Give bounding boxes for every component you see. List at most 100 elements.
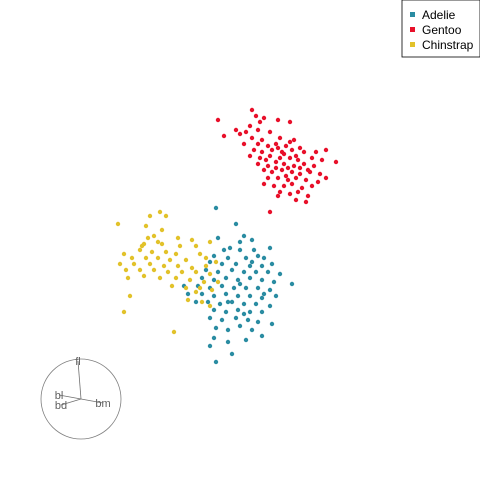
point-chinstrap [209, 287, 215, 293]
point-chinstrap [207, 239, 213, 245]
point-adelie [219, 283, 225, 289]
point-gentoo [247, 123, 253, 129]
point-chinstrap [185, 297, 191, 303]
point-adelie [211, 253, 217, 259]
point-chinstrap [149, 249, 155, 255]
point-chinstrap [197, 251, 203, 257]
point-chinstrap [193, 269, 199, 275]
point-chinstrap [137, 247, 143, 253]
point-gentoo [275, 145, 281, 151]
point-chinstrap [141, 273, 147, 279]
point-gentoo [281, 161, 287, 167]
point-gentoo [237, 131, 243, 137]
point-gentoo [259, 149, 265, 155]
point-gentoo [315, 179, 321, 185]
point-gentoo [299, 185, 305, 191]
point-chinstrap [151, 233, 157, 239]
point-gentoo [317, 171, 323, 177]
point-adelie [247, 275, 253, 281]
point-adelie [223, 309, 229, 315]
points-layer [115, 107, 339, 365]
point-gentoo [289, 169, 295, 175]
point-gentoo [271, 183, 277, 189]
point-gentoo [289, 147, 295, 153]
point-adelie [259, 333, 265, 339]
series-adelie [181, 205, 295, 365]
point-chinstrap [129, 255, 135, 261]
point-adelie [235, 277, 241, 283]
point-adelie [213, 359, 219, 365]
point-gentoo [287, 139, 293, 145]
point-adelie [259, 295, 265, 301]
point-adelie [185, 291, 191, 297]
point-chinstrap [171, 329, 177, 335]
point-chinstrap [207, 271, 213, 277]
point-chinstrap [147, 213, 153, 219]
point-gentoo [267, 129, 273, 135]
point-gentoo [241, 141, 247, 147]
point-chinstrap [143, 255, 149, 261]
point-adelie [213, 205, 219, 211]
point-adelie [261, 291, 267, 297]
point-gentoo [265, 143, 271, 149]
point-chinstrap [127, 293, 133, 299]
point-adelie [211, 307, 217, 313]
point-gentoo [295, 189, 301, 195]
point-gentoo [267, 209, 273, 215]
point-adelie [255, 253, 261, 259]
point-adelie [255, 319, 261, 325]
point-gentoo [269, 169, 275, 175]
point-chinstrap [169, 283, 175, 289]
point-gentoo [287, 119, 293, 125]
point-chinstrap [147, 261, 153, 267]
point-adelie [265, 269, 271, 275]
point-chinstrap [155, 239, 161, 245]
point-gentoo [273, 159, 279, 165]
point-gentoo [259, 137, 265, 143]
point-adelie [211, 277, 217, 283]
legend-swatch-gentoo [410, 27, 415, 32]
point-chinstrap [203, 263, 209, 269]
point-gentoo [281, 151, 287, 157]
point-gentoo [255, 161, 261, 167]
point-chinstrap [203, 255, 209, 261]
point-chinstrap [139, 243, 145, 249]
point-adelie [223, 291, 229, 297]
point-chinstrap [193, 243, 199, 249]
point-gentoo [293, 197, 299, 203]
point-chinstrap [189, 237, 195, 243]
point-gentoo [283, 173, 289, 179]
point-adelie [207, 315, 213, 321]
point-chinstrap [173, 251, 179, 257]
point-adelie [269, 321, 275, 327]
legend-label-chinstrap: Chinstrap [422, 38, 474, 52]
point-gentoo [289, 181, 295, 187]
point-chinstrap [157, 209, 163, 215]
point-adelie [231, 285, 237, 291]
point-gentoo [273, 141, 279, 147]
point-chinstrap [197, 285, 203, 291]
point-gentoo [269, 147, 275, 153]
point-adelie [207, 259, 213, 265]
point-gentoo [257, 155, 263, 161]
biplot-label-bl: bl [55, 390, 64, 402]
point-adelie [225, 327, 231, 333]
point-chinstrap [189, 265, 195, 271]
point-chinstrap [183, 257, 189, 263]
point-chinstrap [155, 255, 161, 261]
biplot-arrow-bd [60, 398, 82, 406]
point-gentoo [255, 127, 261, 133]
point-chinstrap [213, 259, 219, 265]
point-adelie [241, 311, 247, 317]
point-gentoo [277, 189, 283, 195]
point-chinstrap [143, 223, 149, 229]
point-gentoo [265, 163, 271, 169]
point-gentoo [305, 193, 311, 199]
point-adelie [213, 325, 219, 331]
point-adelie [251, 247, 257, 253]
point-adelie [237, 239, 243, 245]
point-chinstrap [175, 263, 181, 269]
point-adelie [235, 307, 241, 313]
point-adelie [255, 285, 261, 291]
